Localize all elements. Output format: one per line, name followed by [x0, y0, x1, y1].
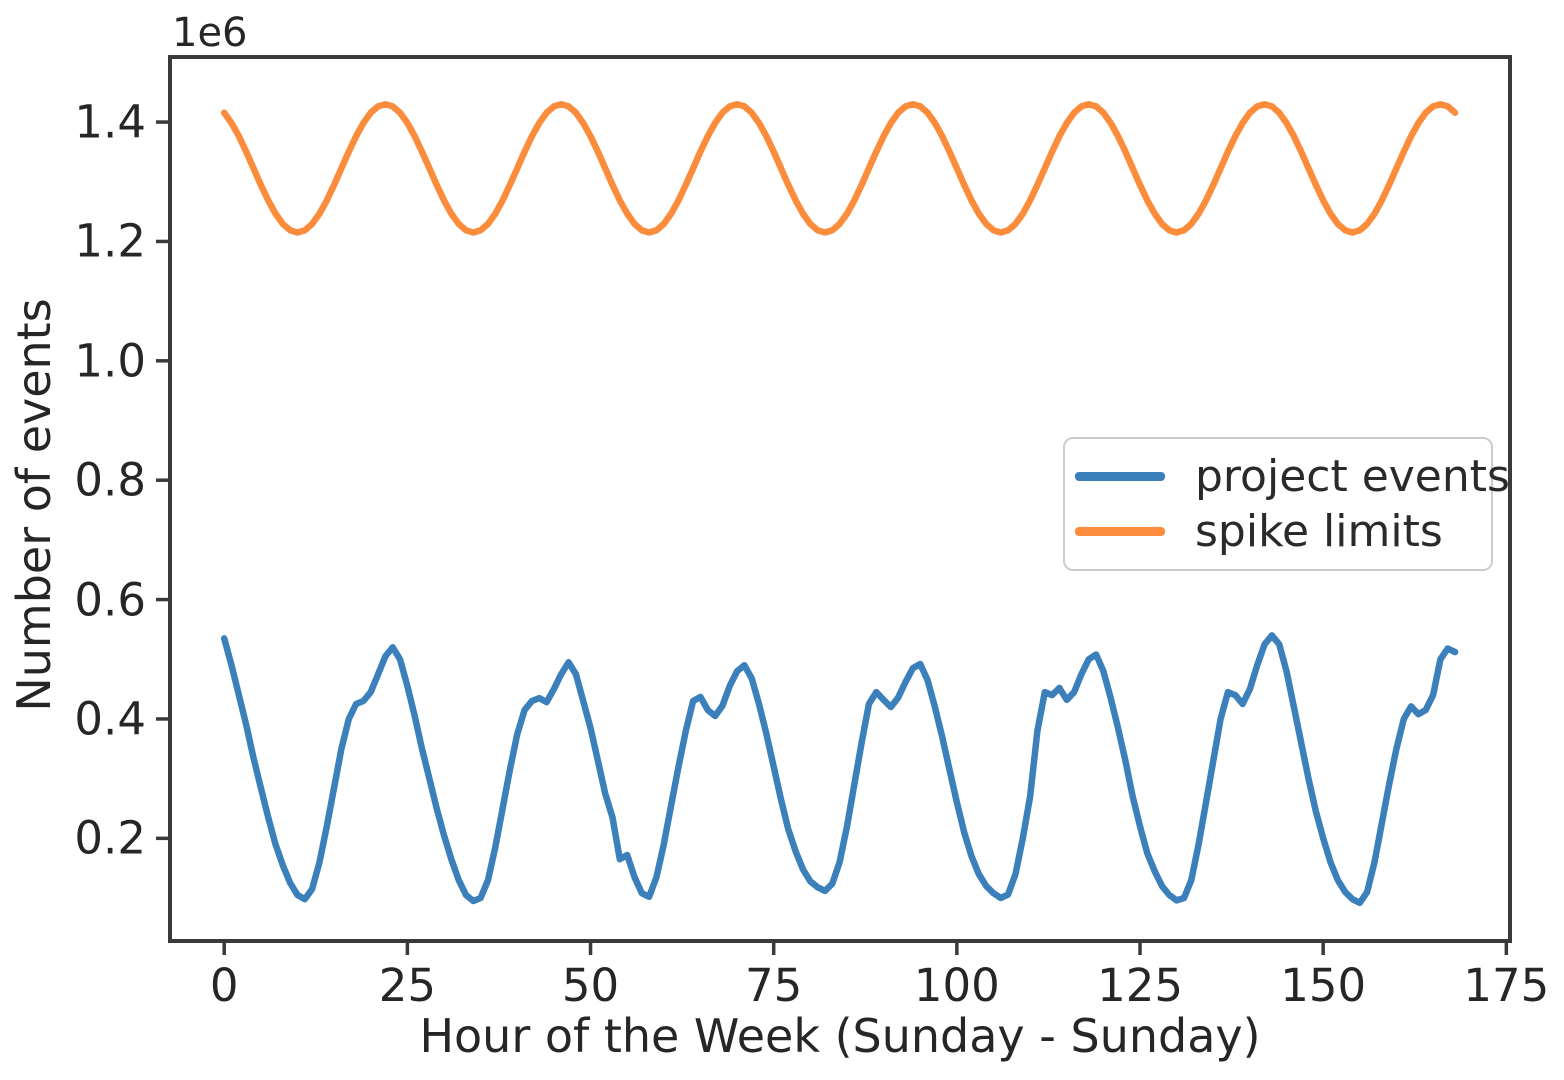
y-axis-label: Number of events [7, 298, 61, 712]
y-tick-label: 1.0 [74, 334, 146, 388]
x-tick-label: 175 [1463, 959, 1550, 1012]
legend-entry: project events [1075, 451, 1510, 502]
x-tick-label: 50 [561, 959, 620, 1012]
y-tick-label: 0.2 [74, 811, 146, 865]
y-tick-label: 0.4 [74, 692, 146, 746]
y-tick-label: 0.8 [74, 453, 146, 507]
legend-entry: spike limits [1075, 506, 1491, 557]
y-tick-label: 0.6 [74, 573, 146, 627]
x-tick-label: 25 [378, 959, 437, 1012]
series-line-spike-limits [220, 100, 1459, 236]
x-axis-label: Hour of the Week (Sunday - Sunday) [419, 1009, 1261, 1063]
x-tick-label: 0 [209, 959, 239, 1012]
legend-entry-label: project events [1195, 451, 1510, 502]
x-tick-label: 100 [913, 959, 1000, 1012]
legend-line-swatch [1075, 472, 1165, 481]
y-tick-label: 1.2 [74, 214, 146, 268]
series-line-project-events [220, 632, 1459, 907]
axes-frame [168, 55, 1512, 943]
x-tick-label: 75 [745, 959, 803, 1012]
legend-entry-label: spike limits [1195, 506, 1443, 557]
legend-line-swatch [1075, 527, 1165, 536]
legend: project events spike limits [1063, 437, 1510, 571]
y-axis-offset-label: 1e6 [172, 10, 248, 56]
x-tick-label: 125 [1097, 959, 1183, 1012]
x-tick-label: 150 [1280, 959, 1367, 1012]
y-tick-label: 1.4 [74, 95, 146, 149]
